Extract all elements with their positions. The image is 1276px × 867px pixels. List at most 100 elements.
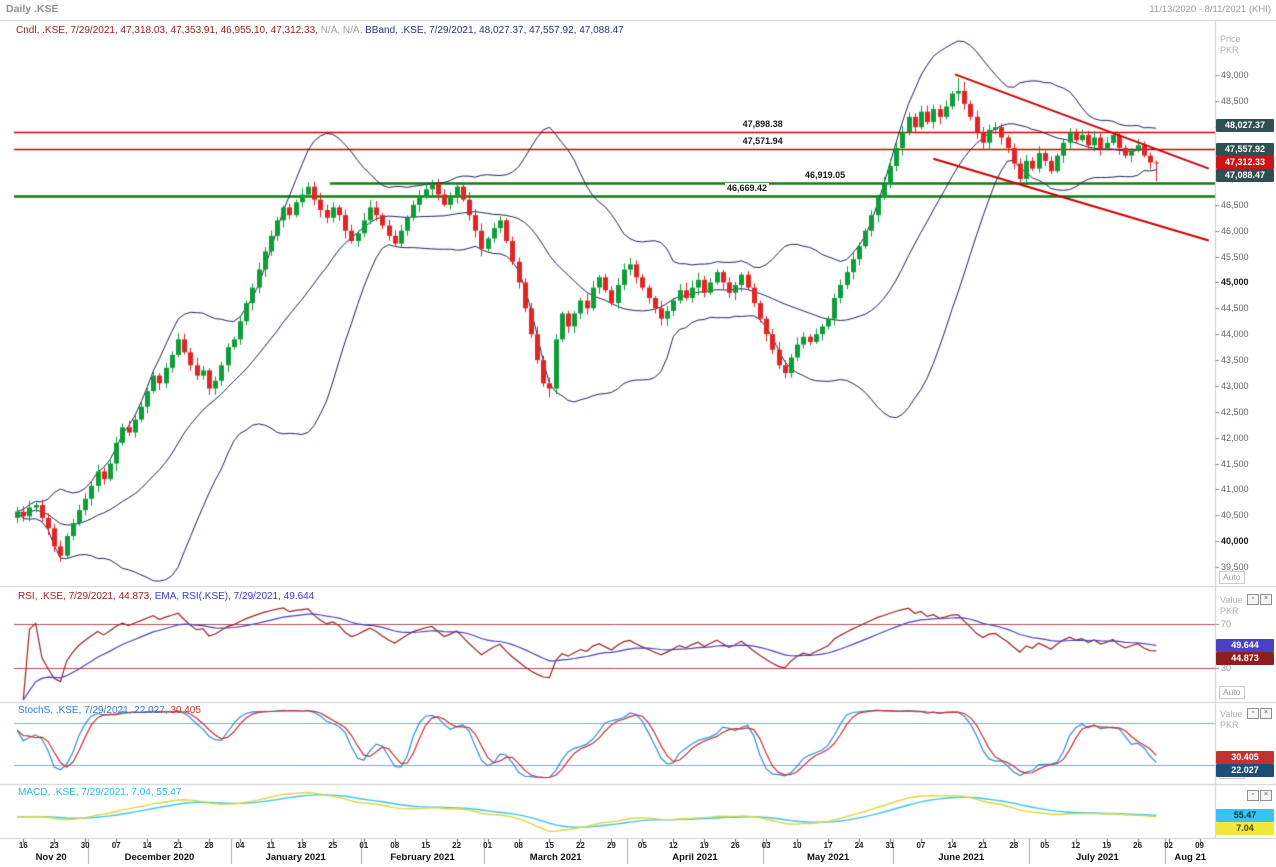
x-axis-day-label: 15 (421, 841, 431, 850)
x-axis-day-label: 05 (1040, 841, 1050, 850)
x-axis-day-label: 11 (266, 841, 276, 850)
stoch-panel-close-icon[interactable]: × (1260, 708, 1272, 719)
level-label[interactable]: 47,571.94 (740, 136, 785, 147)
x-axis-day-label: 07 (111, 841, 121, 850)
x-axis-month-label: April 2021 (672, 852, 718, 863)
stoch-panel-maximize-icon[interactable]: ▫ (1247, 708, 1259, 719)
macd-panel-close-icon[interactable]: × (1260, 790, 1272, 801)
x-axis-month-label: May 2021 (806, 852, 850, 863)
stoch-axis-value-box: 22.027 (1216, 764, 1274, 777)
macd-axis-value-box: 7.04 (1216, 822, 1274, 835)
macd-legend[interactable]: MACD, .KSE, 7/29/2021, 7.04, 55.47 (18, 787, 181, 798)
x-axis-day-label: 26 (730, 841, 740, 850)
level-label[interactable]: 47,898.38 (740, 119, 785, 130)
price-tick: 41,000 (1221, 484, 1249, 495)
rsi-axis-value-box: 49.644 (1216, 639, 1274, 652)
price-tick: 41,500 (1221, 458, 1249, 469)
price-axis-value-box: 48,027.37 (1216, 119, 1274, 132)
x-axis-day-label: 25 (328, 841, 338, 850)
x-axis-day-label: 08 (514, 841, 523, 850)
price-tick: 44,500 (1221, 303, 1249, 314)
x-axis-day-label: 19 (1102, 841, 1112, 850)
date-range-label: 11/13/2020 - 8/11/2021 (KHI) (1149, 4, 1271, 15)
price-tick: 45,500 (1221, 251, 1249, 262)
rsi-legend[interactable]: RSI, .KSE, 7/29/2021, 44.873, EMA, RSI(.… (18, 591, 314, 602)
x-axis-day-label: 29 (606, 841, 616, 850)
legend-text[interactable]: RSI, .KSE, 7/29/2021, 44.873, (18, 591, 155, 602)
rsi-axis-value-box: 44.873 (1216, 652, 1274, 665)
rsi-axis-title: Value PKR (1220, 595, 1243, 616)
price-tick: 45,000 (1221, 277, 1249, 288)
x-axis-day-label: 16 (18, 841, 28, 850)
price-tick: 46,500 (1221, 199, 1249, 210)
legend-text[interactable]: Cndl, .KSE, 7/29/2021, 47,318.03, 47,353… (16, 25, 321, 36)
x-axis-month-label: Nov 20 (35, 852, 67, 863)
x-axis-month-label: July 2021 (1075, 852, 1119, 863)
x-axis-day-label: 24 (854, 841, 864, 850)
price-tick: 42,500 (1221, 406, 1249, 417)
rsi-panel-maximize-icon[interactable]: ▫ (1247, 594, 1259, 605)
price-axis-title: Price PKR (1220, 34, 1241, 55)
x-axis-day-label: 12 (668, 841, 678, 850)
x-axis-day-label: 04 (235, 841, 245, 850)
chart-title: Daily .KSE (6, 3, 59, 15)
x-axis-day-label: 26 (1133, 841, 1143, 850)
x-axis-month-label: Aug 21 (1174, 852, 1207, 863)
x-axis-month-label: February 2021 (390, 852, 455, 863)
stoch-axis-title: Value PKR (1220, 709, 1243, 730)
x-axis-day-label: 03 (761, 841, 771, 850)
price-axis-value-box: 47,088.47 (1216, 169, 1274, 182)
legend-text[interactable]: N/A, N/A, (320, 25, 366, 36)
x-axis-day-label: 17 (823, 841, 833, 850)
price-tick: 40,500 (1221, 510, 1249, 521)
x-axis-day-label: 28 (1009, 841, 1019, 850)
x-axis-day-label: 01 (359, 841, 369, 850)
level-label[interactable]: 46,669.42 (724, 183, 770, 194)
price-tick: 46,000 (1221, 225, 1249, 236)
x-axis-day-label: 30 (80, 841, 90, 850)
legend-text[interactable]: 30.405 (170, 705, 201, 716)
main-legend[interactable]: Cndl, .KSE, 7/29/2021, 47,318.03, 47,353… (16, 25, 624, 36)
x-axis-day-label: 07 (916, 841, 926, 850)
x-axis-day-label: 31 (885, 841, 895, 850)
x-axis-day-label: 22 (452, 841, 462, 850)
price-tick: 44,000 (1221, 329, 1249, 340)
x-axis-day-label: 12 (1071, 841, 1081, 850)
legend-text[interactable]: MACD, .KSE, 7/29/2021, 7.04, 55.47 (18, 787, 182, 798)
price-tick: 48,500 (1221, 96, 1249, 107)
price-tick: 43,000 (1221, 380, 1249, 391)
legend-text[interactable]: BBand, .KSE, 7/29/2021, 48,027.37, 47,55… (365, 25, 624, 36)
x-axis-month-label: December 2020 (124, 852, 195, 863)
legend-text[interactable]: StochS, .KSE, 7/29/2021, 22.027, (18, 705, 171, 716)
x-axis-day-label: 09 (1195, 841, 1204, 850)
price-axis-value-box: 47,312.33 (1216, 156, 1274, 169)
x-axis-day-label: 21 (173, 841, 183, 850)
x-axis-day-label: 15 (545, 841, 554, 850)
x-axis-day-label: 14 (947, 841, 957, 850)
price-tick: 42,000 (1221, 432, 1249, 443)
legend-text[interactable]: EMA, RSI(.KSE), 7/29/2021, 49.644 (154, 591, 315, 602)
price-tick: 40,000 (1221, 536, 1249, 547)
x-axis-day-label: 02 (1164, 841, 1174, 850)
x-axis-day-label: 22 (575, 841, 585, 850)
x-axis-day-label: 21 (978, 841, 988, 850)
x-axis-day-label: 18 (297, 841, 307, 850)
x-axis-day-label: 14 (142, 841, 152, 850)
x-axis-month-label: June 2021 (938, 852, 985, 863)
x-axis-day-label: 10 (792, 841, 802, 850)
x-axis-day-label: 28 (204, 841, 214, 850)
stoch-legend[interactable]: StochS, .KSE, 7/29/2021, 22.027, 30.405 (18, 705, 201, 716)
price-tick: 43,500 (1221, 355, 1249, 366)
stoch-axis-value-box: 30.405 (1216, 751, 1274, 764)
macd-axis-value-box: 55.47 (1216, 809, 1274, 822)
level-label[interactable]: 46,919.05 (803, 170, 848, 181)
price-axis-value-box: 47,557.92 (1216, 143, 1274, 156)
rsi-panel-close-icon[interactable]: × (1260, 594, 1272, 605)
rsi-axis-auto-button[interactable]: Auto (1219, 686, 1245, 699)
x-axis-month-label: March 2021 (529, 852, 582, 863)
main-axis-auto-button[interactable]: Auto (1219, 571, 1245, 584)
macd-panel-maximize-icon[interactable]: ▫ (1247, 790, 1259, 801)
x-axis-day-label: 01 (483, 841, 493, 850)
